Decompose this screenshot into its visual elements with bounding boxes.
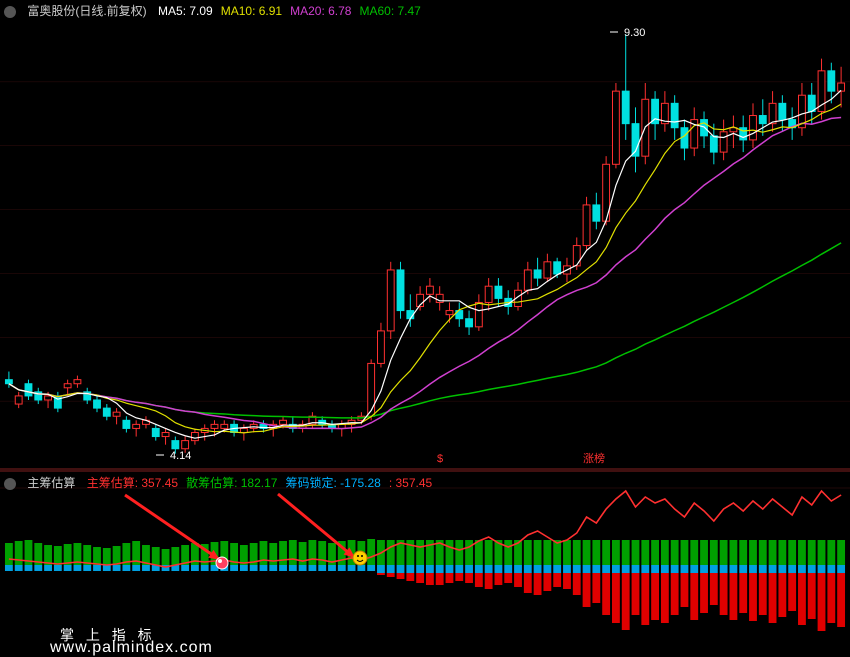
svg-text:9.30: 9.30 bbox=[624, 27, 645, 39]
indicator-label: 散筹估算: 182.17 bbox=[186, 476, 277, 490]
svg-text:$: $ bbox=[437, 453, 443, 465]
indicator-label: 主筹估算: 357.45 bbox=[87, 476, 178, 490]
indicator-title: 主筹估算 bbox=[27, 476, 75, 490]
indicator-icon bbox=[4, 6, 16, 18]
ma-label: MA5: 7.09 bbox=[158, 4, 213, 18]
indicator-chart[interactable] bbox=[0, 470, 850, 651]
ma-label: MA10: 6.91 bbox=[221, 4, 282, 18]
watermark-text: 掌 上 指 标 www.palmindex.com bbox=[60, 625, 156, 645]
svg-text:4.14: 4.14 bbox=[170, 450, 191, 462]
watermark-url: www.palmindex.com bbox=[50, 639, 213, 657]
indicator-header: 主筹估算 主筹估算: 357.45 散筹估算: 182.17 筹码锁定: -175.… bbox=[4, 474, 448, 491]
stock-title: 富奥股份(日线.前复权) bbox=[27, 4, 146, 18]
indicator-icon bbox=[4, 478, 16, 490]
ma-label: MA20: 6.78 bbox=[290, 4, 351, 18]
main-chart-panel[interactable]: 富奥股份(日线.前复权) MA5: 7.09 MA10: 6.91 MA20: 6.… bbox=[0, 0, 850, 470]
indicator-panel[interactable]: 主筹估算 主筹估算: 357.45 散筹估算: 182.17 筹码锁定: -175.… bbox=[0, 470, 850, 651]
svg-text:涨榜: 涨榜 bbox=[583, 451, 605, 465]
candlestick-chart[interactable]: 9.30 4.14 $ 涨榜 bbox=[0, 0, 850, 470]
main-chart-header: 富奥股份(日线.前复权) MA5: 7.09 MA10: 6.91 MA20: 6.… bbox=[4, 2, 437, 19]
indicator-label: 筹码锁定: -175.28 bbox=[285, 476, 380, 490]
indicator-label: : 357.45 bbox=[389, 476, 432, 490]
ma-label: MA60: 7.47 bbox=[359, 4, 420, 18]
